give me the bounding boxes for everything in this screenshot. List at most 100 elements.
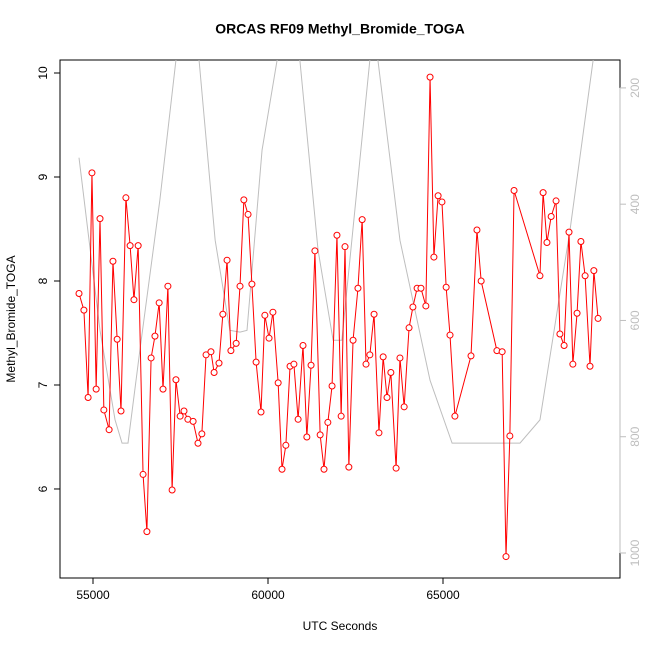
data-point <box>244 210 252 218</box>
data-point <box>358 216 366 224</box>
y2-tick-label: 200 <box>628 78 642 98</box>
data-point <box>446 331 454 339</box>
data-point <box>506 432 514 440</box>
data-point <box>451 412 459 420</box>
data-point <box>387 369 395 377</box>
data-point <box>100 406 108 414</box>
data-point <box>159 385 167 393</box>
data-point <box>581 272 589 280</box>
data-point <box>409 303 417 311</box>
data-point <box>151 332 159 340</box>
data-point <box>168 486 176 494</box>
data-point <box>316 431 324 439</box>
data-point <box>198 430 206 438</box>
y-axis-label: Methyl_Bromide_TOGA <box>4 255 18 382</box>
data-point <box>354 284 362 292</box>
data-point <box>105 426 113 434</box>
data-point <box>227 347 235 355</box>
data-point <box>84 393 92 401</box>
data-point <box>473 226 481 234</box>
series-line <box>78 77 599 557</box>
data-point <box>299 341 307 349</box>
data-point <box>261 311 269 319</box>
data-point <box>176 412 184 420</box>
y-tick-label: 7 <box>36 381 50 388</box>
data-point <box>442 283 450 291</box>
y-tick-label: 6 <box>36 485 50 492</box>
data-point <box>126 242 134 250</box>
y-tick-label: 8 <box>36 277 50 284</box>
data-point <box>143 528 151 536</box>
data-point <box>278 465 286 473</box>
data-point <box>265 334 273 342</box>
data-point <box>88 169 96 177</box>
data-point <box>362 360 370 368</box>
data-point <box>113 335 121 343</box>
data-point <box>282 441 290 449</box>
y2-tick-label: 600 <box>628 310 642 330</box>
data-point <box>290 360 298 368</box>
data-point <box>434 192 442 200</box>
data-point <box>430 253 438 261</box>
data-point <box>172 376 180 384</box>
data-point <box>130 296 138 304</box>
data-point <box>324 418 332 426</box>
data-point <box>552 197 560 205</box>
data-point <box>248 280 256 288</box>
data-point <box>370 310 378 318</box>
data-point <box>117 407 125 415</box>
data-point <box>590 267 598 275</box>
data-point <box>92 385 100 393</box>
data-point <box>586 362 594 370</box>
data-point <box>122 194 130 202</box>
y-tick-label: 10 <box>36 66 50 80</box>
data-point <box>307 361 315 369</box>
data-point <box>269 308 277 316</box>
data-point <box>366 351 374 359</box>
data-point <box>274 379 282 387</box>
data-point <box>207 348 215 356</box>
data-point <box>400 403 408 411</box>
x-axis-label: UTC Seconds <box>303 619 378 633</box>
data-point <box>311 247 319 255</box>
data-point <box>477 277 485 285</box>
data-point <box>147 354 155 362</box>
data-point <box>337 412 345 420</box>
data-point <box>75 289 83 297</box>
data-point <box>189 417 197 425</box>
data-point <box>134 242 142 250</box>
data-point <box>236 282 244 290</box>
data-point <box>257 408 265 416</box>
data-point <box>252 358 260 366</box>
data-point <box>180 407 188 415</box>
series-line <box>78 60 594 444</box>
data-point <box>164 282 172 290</box>
data-point <box>547 213 555 221</box>
data-point <box>536 272 544 280</box>
data-point <box>215 359 223 367</box>
data-point <box>210 369 218 377</box>
data-point <box>109 257 117 265</box>
data-point <box>96 215 104 223</box>
data-point <box>510 187 518 195</box>
data-point <box>219 310 227 318</box>
data-point <box>573 309 581 317</box>
data-point <box>560 341 568 349</box>
data-point <box>467 352 475 360</box>
y2-tick-label: 400 <box>628 194 642 214</box>
data-point <box>438 198 446 206</box>
data-point <box>202 351 210 359</box>
data-point <box>333 231 341 239</box>
data-point <box>139 470 147 478</box>
data-point <box>543 239 551 247</box>
data-point <box>426 73 434 81</box>
data-point <box>396 354 404 362</box>
data-point <box>539 189 547 197</box>
data-point <box>594 314 602 322</box>
data-point <box>194 439 202 447</box>
data-point <box>155 299 163 307</box>
data-point <box>303 433 311 441</box>
data-point <box>417 284 425 292</box>
